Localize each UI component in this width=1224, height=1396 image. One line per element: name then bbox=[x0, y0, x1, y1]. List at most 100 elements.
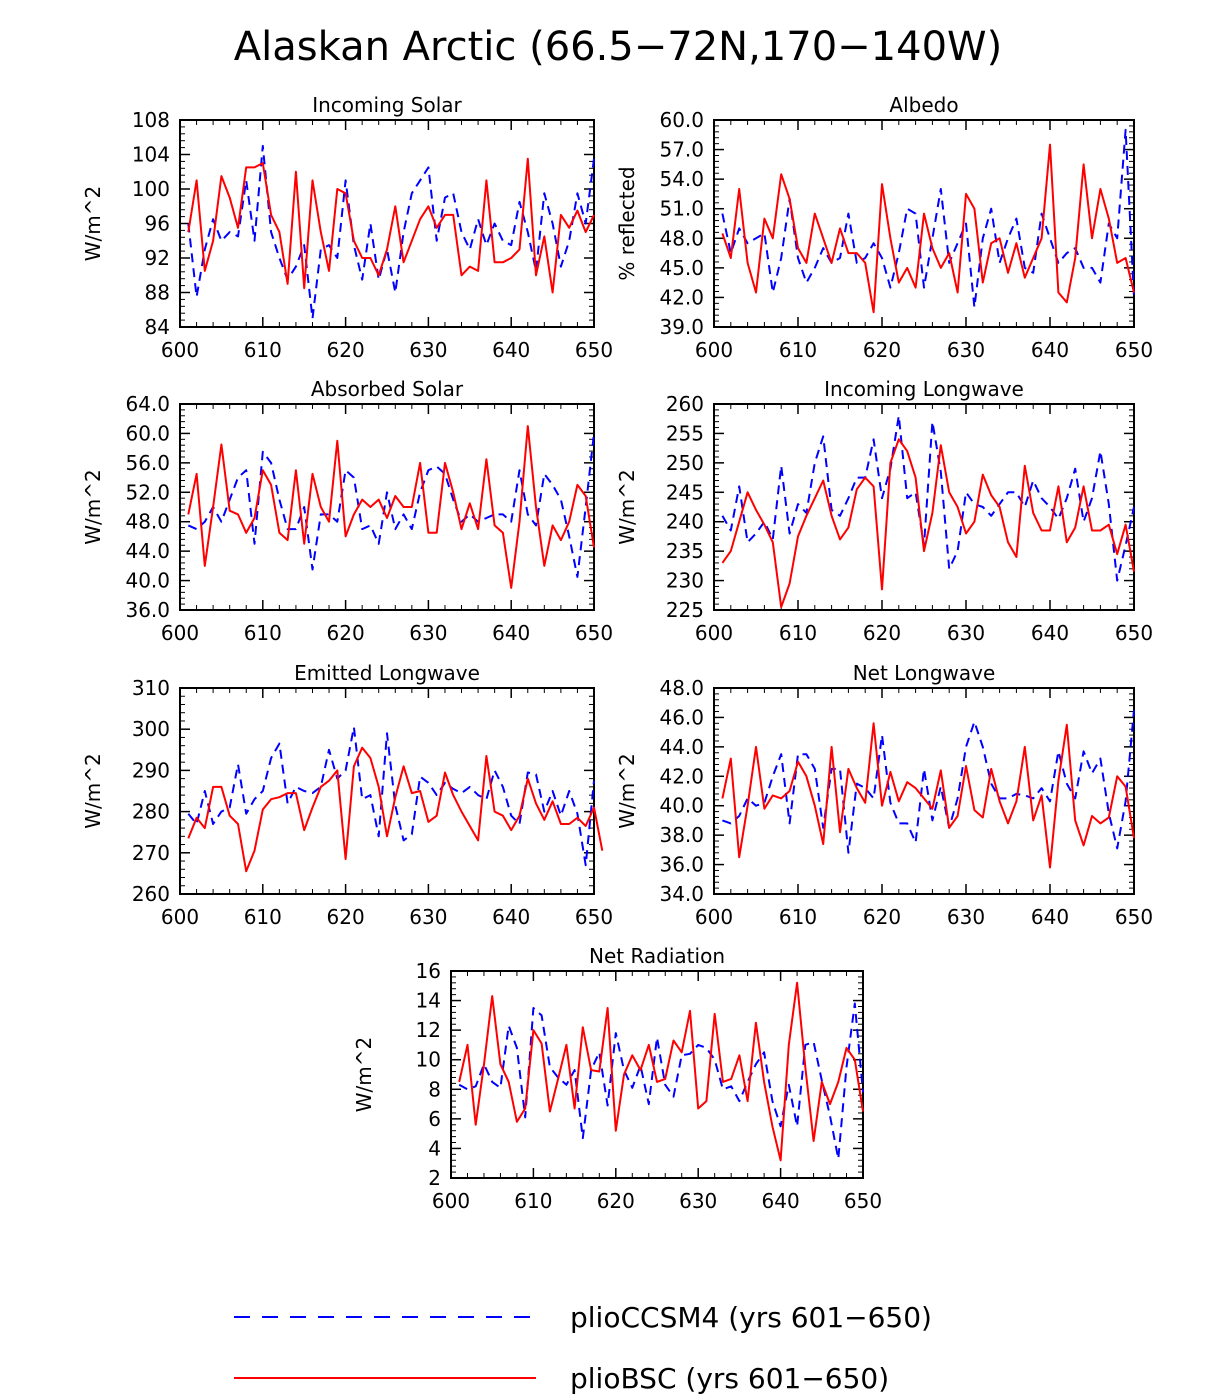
series-line-pliobsc bbox=[458, 981, 864, 1162]
y-tick-label: 44.0 bbox=[125, 539, 170, 563]
x-tick-label: 600 bbox=[161, 905, 199, 929]
series-line-pliocesm4 bbox=[187, 433, 595, 578]
y-tick-label: 56.0 bbox=[125, 451, 170, 475]
x-tick-label: 620 bbox=[863, 621, 901, 645]
y-tick-label: 230 bbox=[666, 569, 704, 593]
plot-frame bbox=[450, 970, 864, 1179]
chart-title: Emitted Longwave bbox=[294, 661, 480, 685]
y-tick-label: 60.0 bbox=[125, 421, 170, 445]
chart-albedo: Albedo % reflected 600 610 620 630 640 650 39.0 4… bbox=[615, 93, 1153, 362]
y-tick-label: 40.0 bbox=[125, 569, 170, 593]
x-tick-label: 630 bbox=[947, 905, 985, 929]
x-tick-label: 610 bbox=[244, 621, 282, 645]
y-tick-label: 96 bbox=[145, 212, 170, 236]
y-tick-label: 245 bbox=[666, 480, 704, 504]
y-tick-label: 34.0 bbox=[659, 882, 704, 906]
y-tick-label: 250 bbox=[666, 451, 704, 475]
chart-title: Net Radiation bbox=[589, 944, 725, 968]
x-tick-label: 610 bbox=[514, 1189, 552, 1213]
y-tick-label: 225 bbox=[666, 598, 704, 622]
x-tick-label: 630 bbox=[947, 621, 985, 645]
y-tick-label: 42.0 bbox=[659, 764, 704, 788]
y-tick-label: 8 bbox=[428, 1077, 441, 1101]
chart-absorbed-solar: Absorbed Solar W/m^2 600 610 620 630 640 650 36.… bbox=[81, 377, 613, 645]
x-tick-label: 650 bbox=[1115, 338, 1153, 362]
x-tick-label: 630 bbox=[409, 621, 447, 645]
legend-label-pliocesm4: plioCCSM4 (yrs 601−650) bbox=[570, 1301, 932, 1334]
x-tick-label: 650 bbox=[844, 1189, 882, 1213]
x-tick-label: 650 bbox=[575, 905, 613, 929]
chart-title: Incoming Longwave bbox=[824, 377, 1024, 401]
chart-emitted-longwave: Emitted Longwave W/m^2 600 610 620 630 640 650 2… bbox=[81, 661, 613, 929]
x-tick-label: 600 bbox=[432, 1189, 470, 1213]
y-tick-label: 14 bbox=[416, 989, 441, 1013]
chart-net-radiation: Net Radiation W/m^2 600 610 620 630 640 650 2 4 6 8… bbox=[352, 944, 882, 1213]
x-tick-label: 620 bbox=[597, 1189, 635, 1213]
y-tick-label: 60.0 bbox=[659, 108, 704, 132]
plot-frame bbox=[179, 403, 595, 611]
chart-incoming-solar: Incoming Solar W/m^2 600 610 620 630 640 650 84 8… bbox=[81, 93, 613, 362]
series-line-pliobsc bbox=[721, 438, 1135, 609]
x-tick-label: 610 bbox=[779, 905, 817, 929]
y-tick-label: 2 bbox=[428, 1166, 441, 1190]
chart-title: Net Longwave bbox=[853, 661, 996, 685]
x-tick-label: 610 bbox=[244, 338, 282, 362]
x-tick-label: 640 bbox=[1031, 621, 1069, 645]
y-tick-label: 44.0 bbox=[659, 735, 704, 759]
y-tick-label: 51.0 bbox=[659, 197, 704, 221]
y-axis-label: W/m^2 bbox=[81, 186, 105, 261]
y-tick-label: 290 bbox=[132, 758, 170, 782]
y-tick-label: 39.0 bbox=[659, 315, 704, 339]
x-tick-label: 650 bbox=[575, 338, 613, 362]
plot-frame bbox=[713, 119, 1135, 328]
y-tick-label: 10 bbox=[416, 1048, 441, 1072]
y-tick-label: 16 bbox=[416, 959, 441, 983]
series-line-pliocesm4 bbox=[721, 414, 1135, 582]
main-title: Alaskan Arctic (66.5−72N,170−140W) bbox=[234, 24, 1002, 70]
y-tick-label: 40.0 bbox=[659, 794, 704, 818]
x-tick-label: 600 bbox=[695, 905, 733, 929]
x-tick-label: 600 bbox=[161, 621, 199, 645]
x-tick-label: 630 bbox=[947, 338, 985, 362]
y-tick-label: 48.0 bbox=[125, 510, 170, 534]
y-tick-label: 280 bbox=[132, 800, 170, 824]
y-tick-label: 104 bbox=[132, 143, 170, 167]
plot-frame bbox=[713, 687, 1135, 895]
series-line-pliobsc bbox=[721, 143, 1135, 314]
y-tick-label: 300 bbox=[132, 717, 170, 741]
series-line-pliocesm4 bbox=[187, 144, 595, 320]
plot-frame bbox=[179, 687, 595, 895]
y-tick-label: 108 bbox=[132, 108, 170, 132]
y-tick-label: 36.0 bbox=[125, 598, 170, 622]
x-tick-label: 600 bbox=[161, 338, 199, 362]
series-line-pliobsc bbox=[187, 746, 604, 873]
series-line-pliocesm4 bbox=[722, 710, 1135, 854]
series-line-pliocesm4 bbox=[187, 726, 595, 867]
series-line-pliocesm4 bbox=[721, 128, 1135, 309]
legend-label-pliobsc: plioBSC (yrs 601−650) bbox=[570, 1362, 889, 1395]
y-axis-label: W/m^2 bbox=[81, 469, 105, 544]
chart-net-longwave: Net Longwave W/m^2 600 610 620 630 640 650 34.0 3… bbox=[615, 661, 1153, 929]
chart-title: Incoming Solar bbox=[312, 93, 462, 117]
y-tick-label: 240 bbox=[666, 510, 704, 534]
x-tick-label: 650 bbox=[575, 621, 613, 645]
y-tick-label: 235 bbox=[666, 539, 704, 563]
y-tick-label: 45.0 bbox=[659, 256, 704, 280]
x-tick-label: 620 bbox=[863, 338, 901, 362]
x-tick-label: 640 bbox=[1031, 338, 1069, 362]
x-tick-label: 620 bbox=[327, 621, 365, 645]
y-tick-label: 260 bbox=[666, 392, 704, 416]
x-tick-label: 630 bbox=[409, 338, 447, 362]
y-tick-label: 12 bbox=[416, 1018, 441, 1042]
y-tick-label: 270 bbox=[132, 841, 170, 865]
y-tick-label: 48.0 bbox=[659, 226, 704, 250]
y-axis-label: W/m^2 bbox=[352, 1037, 376, 1112]
y-tick-label: 57.0 bbox=[659, 138, 704, 162]
series-line-pliobsc bbox=[721, 722, 1135, 869]
series-line-pliobsc bbox=[187, 157, 595, 294]
x-tick-label: 610 bbox=[779, 338, 817, 362]
y-tick-label: 88 bbox=[145, 281, 170, 305]
y-tick-label: 54.0 bbox=[659, 167, 704, 191]
x-tick-label: 640 bbox=[492, 338, 530, 362]
